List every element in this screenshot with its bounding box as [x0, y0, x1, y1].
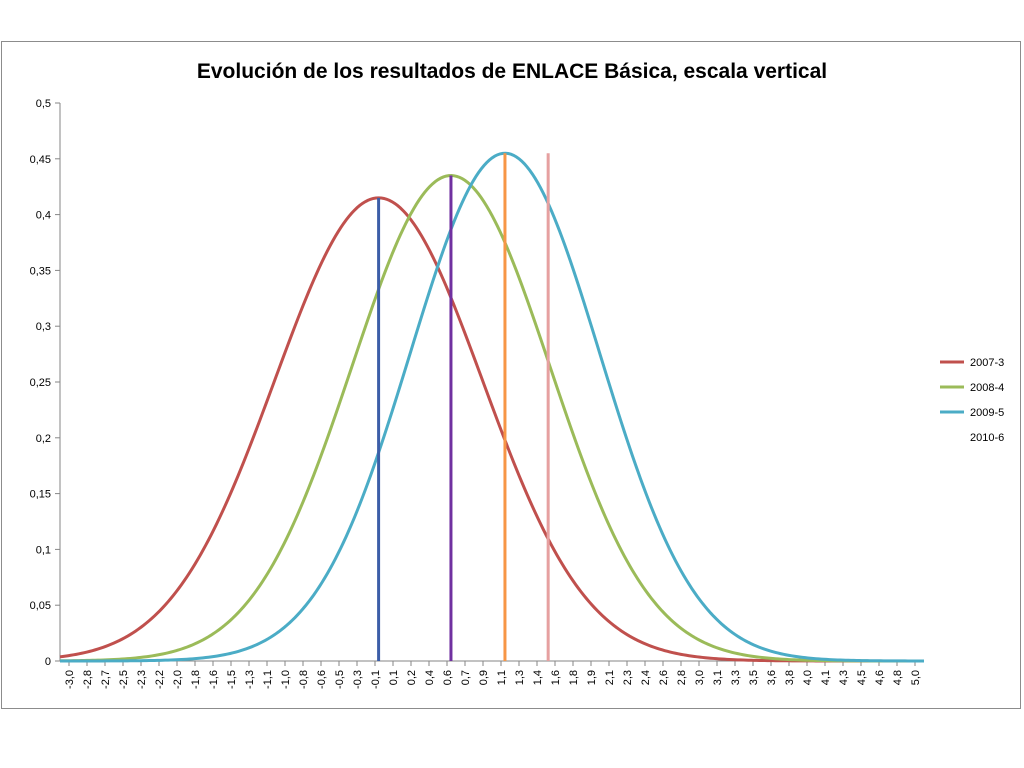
x-tick-label: 1,8: [568, 670, 580, 685]
legend-label-2010-6: 2010-6: [970, 432, 1004, 444]
x-tick-label: -0,1: [370, 670, 382, 689]
x-tick-label: -1,1: [262, 670, 274, 689]
x-tick-label: 3,1: [712, 670, 724, 685]
x-tick-label: 2,1: [604, 670, 616, 685]
chart-title: Evolución de los resultados de ENLACE Bá…: [197, 60, 827, 83]
x-tick-label: 0,6: [442, 670, 454, 685]
x-tick-label: 4,6: [874, 670, 886, 685]
x-tick-label: 0,9: [478, 670, 490, 685]
y-tick-label: 0,3: [36, 321, 51, 333]
x-tick-label: 4,8: [892, 670, 904, 685]
y-axis-ticks: 0 0,05 0,1 0,15 0,2 0,25 0,3 0,35 0,4 0,45 0,5: [30, 98, 60, 668]
x-tick-label: -1,5: [226, 670, 238, 689]
x-tick-label: -2,0: [172, 670, 184, 689]
y-tick-label: 0,2: [36, 433, 51, 445]
legend-label-2009-5: 2009-5: [970, 407, 1004, 419]
x-tick-label: 0,4: [424, 670, 436, 685]
y-tick-label: 0,4: [36, 210, 51, 222]
y-tick-label: 0,45: [30, 154, 51, 166]
y-tick-label: 0,1: [36, 544, 51, 556]
x-tick-label: 1,9: [586, 670, 598, 685]
x-tick-label: 3,5: [748, 670, 760, 685]
x-tick-label: -2,7: [100, 670, 112, 689]
x-tick-label: -2,5: [118, 670, 130, 689]
x-tick-label: -0,6: [316, 670, 328, 689]
x-tick-label: 2,6: [658, 670, 670, 685]
x-tick-label: -0,8: [298, 670, 310, 689]
series-line-2009-5: [60, 151, 924, 663]
x-tick-label: 0,1: [388, 670, 400, 685]
mean-markers: [377, 153, 550, 661]
y-tick-label: 0,05: [30, 600, 51, 612]
x-tick-label: -1,8: [190, 670, 202, 689]
x-tick-label: -1,6: [208, 670, 220, 689]
y-tick-label: 0,25: [30, 377, 51, 389]
legend-label-2007-3: 2007-3: [970, 357, 1004, 369]
x-tick-label: 1,1: [496, 670, 508, 685]
x-tick-label: 4,1: [820, 670, 832, 685]
y-tick-label: 0,15: [30, 489, 51, 501]
x-tick-label: -2,2: [154, 670, 166, 689]
x-axis-ticks: -3,0 -2,8 -2,7 -2,5 -2,3 -2,2 -2,0 -1,8 -1,6 -1,5…: [64, 661, 922, 689]
y-tick-label: 0,35: [30, 265, 51, 277]
x-tick-label: 3,0: [694, 670, 706, 685]
x-tick-label: 4,0: [802, 670, 814, 685]
x-tick-label: 0,7: [460, 670, 472, 685]
x-tick-label: -2,3: [136, 670, 148, 689]
x-tick-label: 3,3: [730, 670, 742, 685]
y-tick-label: 0,5: [36, 98, 51, 110]
series-curves: [59, 151, 924, 663]
x-tick-label: 2,4: [640, 670, 652, 685]
x-tick-label: 1,3: [514, 670, 526, 685]
x-tick-label: -0,3: [352, 670, 364, 689]
x-tick-label: 1,6: [550, 670, 562, 685]
x-tick-label: 3,6: [766, 670, 778, 685]
legend-label-2008-4: 2008-4: [970, 382, 1004, 394]
x-tick-label: 3,8: [784, 670, 796, 685]
series-line-2008-4: [59, 174, 924, 663]
x-tick-label: 1,4: [532, 670, 544, 685]
y-tick-label: 0: [45, 656, 51, 668]
x-tick-label: -1,0: [280, 670, 292, 689]
x-tick-label: -0,5: [334, 670, 346, 689]
chart-frame: Evolución de los resultados de ENLACE Bá…: [1, 41, 1021, 709]
x-tick-label: -3,0: [64, 670, 76, 689]
x-tick-label: 0,2: [406, 670, 418, 685]
x-tick-label: 5,0: [910, 670, 922, 685]
x-tick-label: -2,8: [82, 670, 94, 689]
x-tick-label: 4,5: [856, 670, 868, 685]
x-tick-label: -1,3: [244, 670, 256, 689]
x-tick-label: 2,3: [622, 670, 634, 685]
legend: 2007-3 2008-4 2009-5 2010-6: [940, 357, 1004, 444]
x-tick-label: 2,8: [676, 670, 688, 685]
chart-svg: Evolución de los resultados de ENLACE Bá…: [30, 60, 1005, 689]
series-line-2007-3: [59, 196, 924, 663]
axes: [59, 103, 924, 662]
x-tick-label: 4,3: [838, 670, 850, 685]
